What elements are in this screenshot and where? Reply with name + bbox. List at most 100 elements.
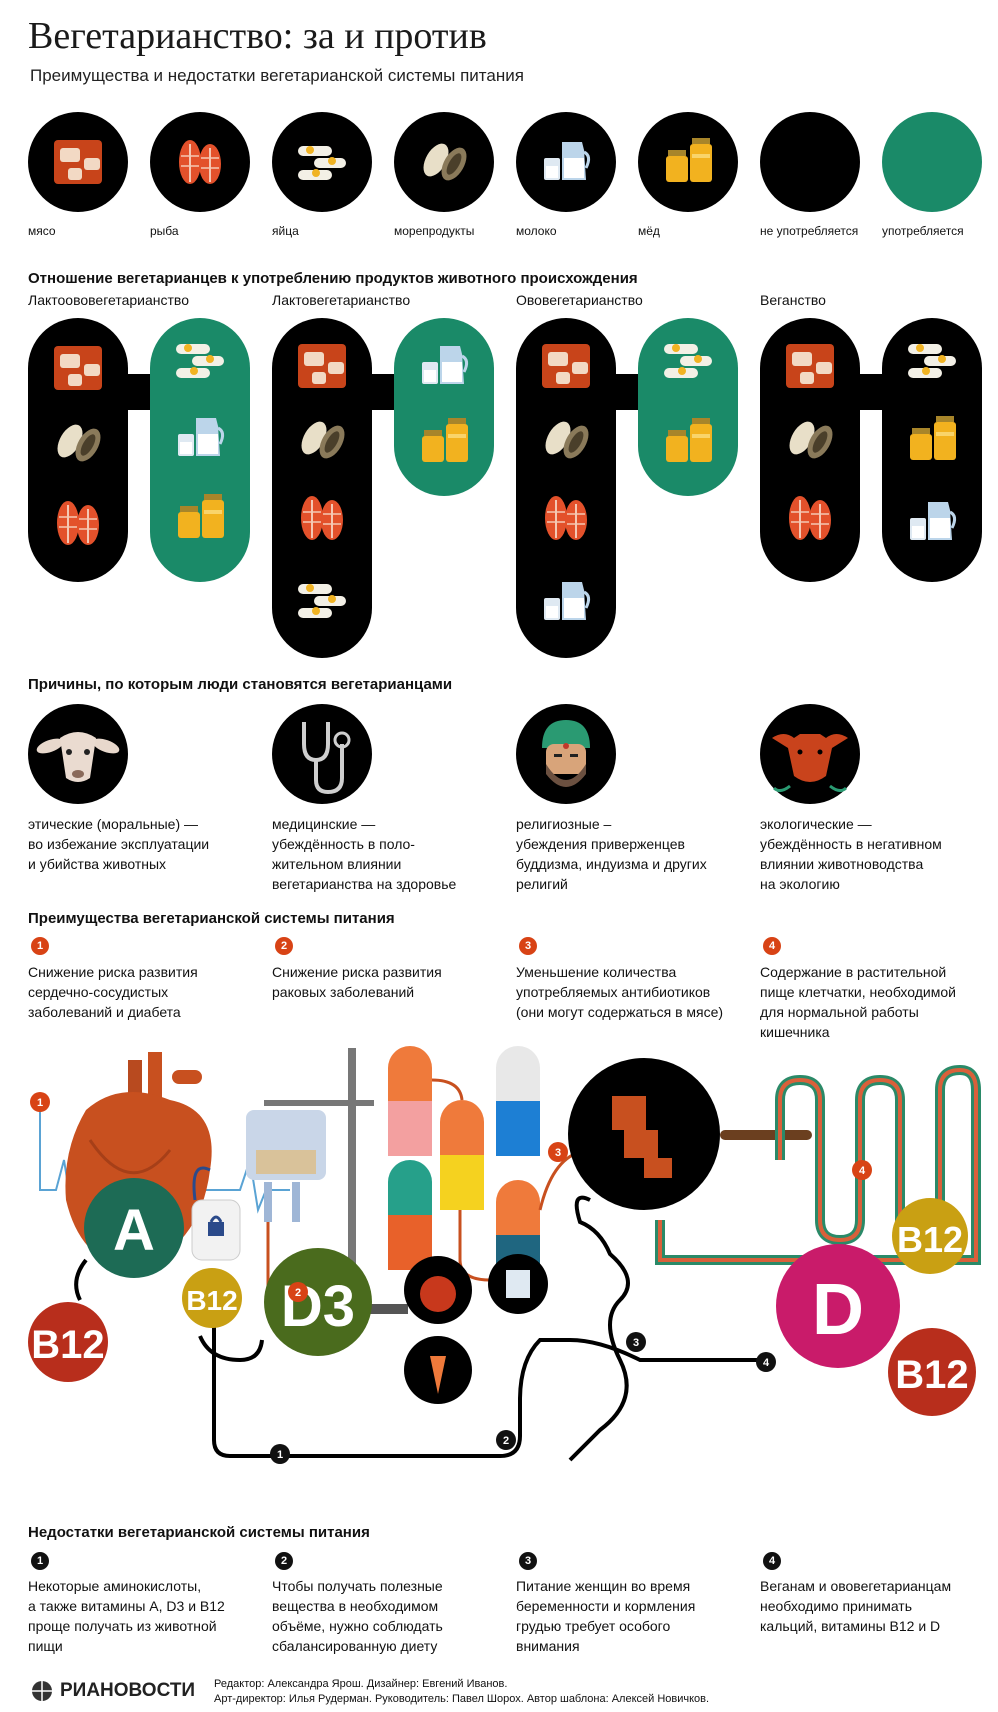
legend-label: яйца: [272, 224, 299, 238]
reason-line: религий: [516, 876, 568, 892]
marker-text: 3: [555, 1147, 561, 1159]
advantage-marker: 1: [30, 1092, 50, 1112]
advantage-text: Снижение риска развития раковых заболева…: [272, 962, 497, 1002]
disadvantage-text: Некоторые аминокислоты, а также витамины…: [28, 1576, 253, 1656]
advantage-line: Снижение риска развития: [272, 964, 442, 980]
disadvantage-line: Веганам и ововегетарианцам: [760, 1578, 952, 1594]
advantage-number-badge: 1: [31, 937, 49, 955]
cow-icon: [760, 704, 860, 804]
vitamin-d-circle: D: [776, 1244, 900, 1368]
disadvantage-line: Чтобы получать полезные: [272, 1578, 443, 1594]
marker-text: 4: [859, 1165, 866, 1177]
excluded-foods-icon: [540, 344, 594, 622]
reason-line: жительном влиянии: [272, 856, 402, 872]
disadvantage-text: Питание женщин во время беременности и к…: [516, 1576, 741, 1656]
pill-capsules: [388, 1046, 581, 1290]
advantage-marker: 4: [852, 1160, 872, 1180]
advantage-line: Уменьшение количества: [516, 964, 677, 980]
advantage-marker: 3: [548, 1142, 568, 1162]
excluded-foods-icon: [52, 346, 106, 546]
advantage-number-badge: 3: [519, 937, 537, 955]
legend-label: рыба: [150, 224, 179, 238]
attitude-heading: Отношение вегетарианцев к употреблению п…: [28, 270, 638, 287]
included-foods-icon: [420, 344, 469, 462]
disadvantage-number-badge: 1: [31, 1552, 49, 1570]
reason-line: вегетарианства на здоровье: [272, 876, 457, 892]
disadvantage-marker: 4: [756, 1352, 776, 1372]
health-illustration: A B12 D3 B12 D B12 B12 1 2: [28, 1046, 981, 1464]
marker-text: 2: [503, 1435, 509, 1447]
excluded-foods-icon: [296, 344, 350, 618]
reason-line: убеждённость в негативном: [760, 836, 942, 852]
diet-type-name: Лактовегетарианство: [272, 292, 411, 308]
pill-bridge: [856, 374, 886, 410]
advantage-line: Содержание в растительной: [760, 964, 947, 980]
advantage-text: Уменьшение количества употребляемых анти…: [516, 962, 741, 1022]
milk-icon: [516, 112, 616, 212]
glass-icon: [488, 1254, 548, 1314]
excluded-foods-icon: [784, 344, 838, 541]
disadvantage-number-badge: 3: [519, 1552, 537, 1570]
legend-label: морепродукты: [394, 224, 475, 238]
reason-line: убеждения приверженцев: [516, 836, 685, 852]
intestine-icon: [655, 1064, 981, 1265]
advantage-line: кишечника: [760, 1024, 830, 1040]
advantage-text: Содержание в растительной пище клетчатки…: [760, 962, 985, 1042]
reason-line: на экологию: [760, 876, 840, 892]
included-foods-icon: [176, 344, 225, 538]
carrot-icon: [404, 1336, 472, 1404]
pill-bridge: [124, 374, 154, 410]
vitamin-b12-circle: B12: [892, 1198, 968, 1274]
reason-line: этические (моральные) —: [28, 816, 199, 832]
reason-text-medical: медицинские — убеждённость в поло- жител…: [272, 814, 482, 894]
advantage-line: сердечно-сосудистых: [28, 984, 169, 1000]
advantage-line: Снижение риска развития: [28, 964, 198, 980]
disadvantage-text: Чтобы получать полезные вещества в необх…: [272, 1576, 497, 1656]
reason-line: во избежание эксплуатации: [28, 836, 210, 852]
meat-icon: [28, 112, 128, 212]
meat-pan-icon: [568, 1058, 812, 1210]
lamb-icon: [28, 704, 128, 804]
monk-icon: [516, 704, 616, 804]
diet-type-name: Лактоововегетарианство: [28, 292, 189, 308]
marker-text: 2: [295, 1287, 301, 1299]
disadvantage-line: Питание женщин во время: [516, 1578, 691, 1594]
disadvantage-line: грудью требует особого: [516, 1618, 671, 1634]
page-subtitle: Преимущества и недостатки вегетарианской…: [30, 66, 524, 85]
ria-logo-icon: [32, 1681, 52, 1701]
disadvantage-number-badge: 4: [763, 1552, 781, 1570]
advantage-line: раковых заболеваний: [272, 984, 415, 1000]
svg-text:D: D: [812, 1270, 864, 1350]
svg-text:B12: B12: [31, 1323, 104, 1367]
disadvantage-line: а также витамины A, D3 и B12: [28, 1598, 225, 1614]
marker-text: 4: [763, 1357, 770, 1369]
disadvantages-heading: Недостатки вегетарианской системы питани…: [28, 1524, 370, 1541]
disadvantage-line: вещества в необходимом: [272, 1598, 439, 1614]
honey-icon: [638, 112, 738, 212]
reason-line: убеждённость в поло-: [272, 836, 415, 852]
advantage-number-badge: 2: [275, 937, 293, 955]
diet-type-name: Веганство: [760, 292, 826, 308]
svg-text:B12: B12: [186, 1285, 237, 1316]
legend-label: молоко: [516, 224, 557, 238]
disadvantage-line: Некоторые аминокислоты,: [28, 1578, 202, 1594]
vitamin-b12-circle: B12: [888, 1328, 976, 1416]
advantage-line: употребляемых антибиотиков: [516, 984, 711, 1000]
svg-text:B12: B12: [897, 1219, 963, 1260]
pill-bridge: [612, 374, 642, 410]
vitamin-b12-circle: B12: [182, 1268, 242, 1328]
svg-text:A: A: [113, 1198, 155, 1263]
diet-type-name: Ововегетарианство: [516, 292, 643, 308]
advantage-line: для нормальной работы: [760, 1004, 919, 1020]
reason-line: экологические —: [760, 816, 872, 832]
legend-label: употребляется: [882, 224, 964, 238]
advantage-line: (они могут содержаться в мясе): [516, 1004, 724, 1020]
advantage-text: Снижение риска развития сердечно-сосудис…: [28, 962, 253, 1022]
fish-icon: [150, 112, 250, 212]
marker-text: 1: [277, 1449, 283, 1461]
legend-label: мёд: [638, 224, 660, 238]
footer-credits-2: Арт-директор: Илья Рудерман. Руководител…: [214, 1693, 710, 1705]
lock-icon: [191, 1166, 241, 1261]
legend-label: мясо: [28, 224, 56, 238]
vitamin-b12-circle: B12: [28, 1302, 108, 1382]
